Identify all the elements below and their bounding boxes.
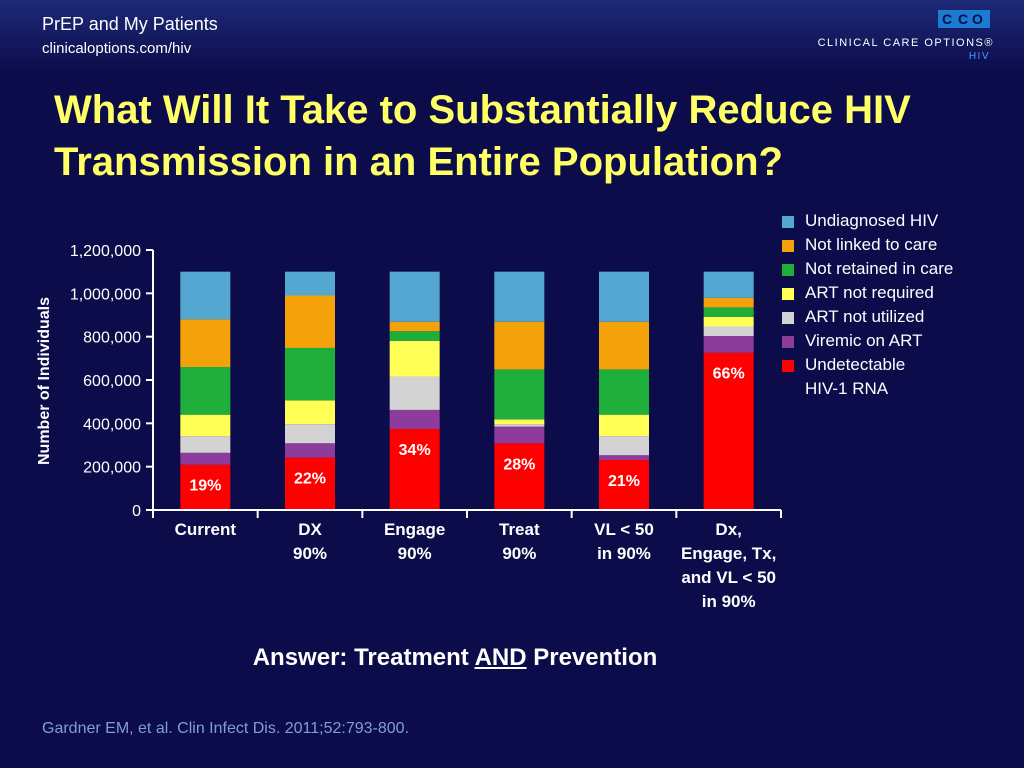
y-tick-label: 1,000,000 (70, 286, 141, 303)
percent-label: 34% (399, 442, 431, 459)
legend-swatch (782, 336, 794, 348)
bar-segment (285, 347, 335, 401)
bar-segment (180, 271, 231, 320)
bar-segment (494, 369, 545, 420)
x-tick-label: Treat 90% (499, 520, 540, 563)
bar-segment (180, 414, 231, 437)
bar-segment (285, 457, 335, 510)
percent-label: 22% (294, 471, 326, 488)
bar-segment (599, 436, 649, 456)
legend-label: Not retained in care (805, 259, 954, 278)
legend-label: Not linked to care (805, 235, 938, 254)
legend-label: Viremic on ART (805, 331, 923, 350)
y-tick-label: 800,000 (83, 330, 141, 347)
bar-segment (494, 424, 545, 427)
y-tick-label: 1,200,000 (70, 243, 141, 260)
bar-segment (285, 295, 335, 348)
legend-label: Undiagnosed HIV (805, 211, 939, 230)
bar-segment (599, 321, 649, 370)
bar-segment (494, 321, 545, 370)
y-axis-label: Number of Individuals (36, 297, 53, 465)
bar-segment (180, 452, 231, 465)
bar-segment (703, 336, 754, 353)
bar-segment (389, 331, 440, 341)
bar-segment (703, 352, 754, 510)
legend-label: ART not required (805, 283, 934, 302)
percent-label: 66% (713, 366, 745, 383)
bar-segment (180, 319, 231, 367)
bar-segment (389, 271, 440, 322)
legend-swatch (782, 360, 794, 372)
bar-segment (703, 271, 754, 298)
bar-segment (494, 426, 545, 444)
logo-text: CLINICAL CARE OPTIONS® (817, 37, 994, 49)
header-url: clinicaloptions.com/hiv (42, 40, 192, 57)
bar-segment (599, 414, 649, 437)
bar-segment (285, 271, 335, 296)
legend-swatch (782, 216, 794, 228)
bar-segment (285, 400, 335, 425)
bar-segment (703, 297, 754, 308)
bar-segment (703, 307, 754, 317)
bar-segment (703, 326, 754, 337)
bar-segment (389, 409, 440, 429)
slide-header: PrEP and My Patients clinicaloptions.com… (0, 0, 1024, 72)
bar-segment (599, 369, 649, 415)
bar-segment (389, 340, 440, 377)
answer-prefix: Answer: Treatment (252, 644, 475, 671)
legend-swatch (782, 312, 794, 324)
y-tick-label: 400,000 (83, 416, 141, 433)
cco-logo-letter: O (972, 11, 983, 27)
x-tick-label: VL < 50 in 90% (594, 520, 654, 563)
slide-title: What Will It Take to Substantially Reduc… (54, 88, 911, 184)
bar-segment (180, 436, 231, 453)
y-tick-label: 0 (132, 503, 141, 520)
legend-label: ART not utilized (805, 307, 925, 326)
bar-segment (599, 271, 649, 322)
legend-label: Undetectable HIV-1 RNA (805, 355, 906, 398)
bar-segment (389, 321, 440, 332)
y-tick-label: 600,000 (83, 373, 141, 390)
cco-logo-letter: C (942, 11, 953, 27)
percent-label: 21% (608, 473, 640, 490)
bar-segment (599, 459, 649, 510)
bar-segment (285, 424, 335, 444)
legend-swatch (782, 288, 794, 300)
bar-segment (389, 376, 440, 410)
bar-segment (494, 443, 545, 510)
x-tick-label: Dx, Engage, Tx, and VL < 50 in 90% (681, 520, 776, 611)
answer-text: Answer: Treatment AND Prevention (0, 644, 910, 672)
legend-swatch (782, 240, 794, 252)
bar-segment (703, 316, 754, 327)
bar-segment (285, 443, 335, 458)
percent-label: 19% (189, 478, 221, 495)
y-tick-label: 200,000 (83, 460, 141, 477)
bar-segment (180, 367, 231, 415)
header-title: PrEP and My Patients (42, 14, 218, 34)
bar-segment (494, 271, 545, 322)
legend-swatch (782, 264, 794, 276)
cco-logo-letter: C (958, 11, 969, 27)
x-tick-label: Current (175, 520, 237, 539)
answer-suffix: Prevention (526, 644, 658, 671)
bar-segment (494, 419, 545, 425)
x-tick-label: DX 90% (293, 520, 327, 563)
logo-subtext: HIV (968, 51, 990, 62)
x-tick-label: Engage 90% (384, 520, 445, 563)
bar-segment (180, 464, 231, 510)
percent-label: 28% (503, 456, 535, 473)
bar-segment (389, 428, 440, 510)
reference-citation: Gardner EM, et al. Clin Infect Dis. 2011… (42, 720, 410, 737)
answer-emphasis: AND (474, 644, 527, 671)
bar-segment (599, 455, 649, 460)
